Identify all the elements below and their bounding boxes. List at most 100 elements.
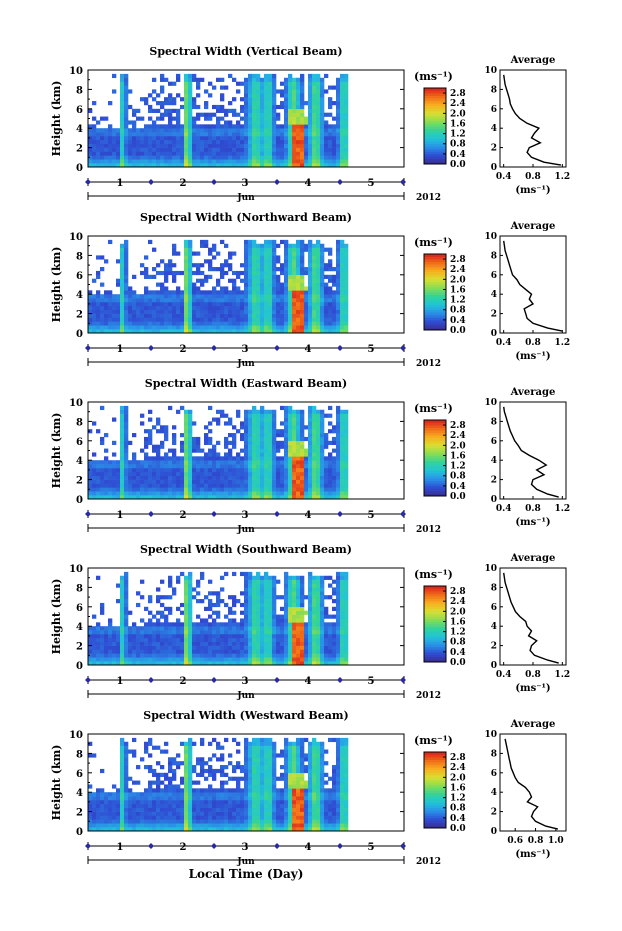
heatmap-cell [264, 433, 269, 438]
heatmap-cell [328, 128, 333, 133]
heatmap-cell [160, 440, 165, 445]
heatmap-cell [260, 471, 265, 477]
heatmap-cell [268, 101, 273, 106]
heatmap-cell [192, 467, 197, 473]
heatmap-cell [168, 309, 173, 314]
heatmap-cell [304, 301, 309, 307]
heatmap-cell [168, 132, 173, 137]
heatmap-cell [220, 309, 225, 314]
heatmap-cell [96, 630, 101, 635]
heatmap-cell [120, 440, 125, 445]
heatmap-cell [156, 151, 161, 156]
heatmap-cell [120, 294, 125, 299]
heatmap-cell [176, 147, 181, 152]
heatmap-cell [280, 637, 285, 643]
heatmap-cell [336, 305, 341, 311]
heatmap-cell [264, 81, 269, 86]
y-tick-label: 2 [76, 144, 83, 155]
heatmap-cell [180, 637, 185, 643]
average-x-tick-label: 1.2 [554, 338, 570, 348]
heatmap-cell [272, 452, 277, 457]
heatmap-cell [252, 591, 257, 596]
heatmap-cell [216, 495, 221, 500]
heatmap-cell [196, 448, 201, 453]
heatmap-cell [268, 575, 273, 580]
heatmap-cell [168, 263, 173, 268]
colorbar-swatch [424, 148, 446, 152]
heatmap-cell [344, 243, 349, 248]
heatmap-cell [292, 294, 297, 299]
heatmap-cell [100, 301, 105, 307]
heatmap-cell [328, 274, 333, 279]
heatmap-cell [244, 657, 249, 662]
heatmap-cell [336, 448, 341, 453]
heatmap-cell [188, 483, 193, 488]
heatmap-cell [116, 653, 121, 658]
heatmap-cell [124, 630, 129, 635]
heatmap-cell [108, 309, 113, 314]
heatmap-cell [268, 321, 273, 326]
y-tick-label: 10 [69, 398, 83, 409]
heatmap-cell [320, 444, 325, 449]
heatmap-cell [336, 151, 341, 156]
heatmap-cell [208, 112, 213, 117]
heatmap-cell [216, 471, 221, 477]
heatmap-cell [124, 305, 129, 311]
heatmap-cell [200, 159, 205, 164]
heatmap-cell [196, 491, 201, 496]
heatmap-cell [344, 73, 349, 79]
heatmap-cell [240, 637, 245, 643]
average-y-tick-label: 10 [484, 398, 497, 408]
heatmap-cell [320, 471, 325, 477]
heatmap-cell [236, 479, 241, 484]
heatmap-cell [260, 630, 265, 635]
heatmap-cell [88, 487, 93, 492]
heatmap-cell [292, 456, 297, 461]
heatmap-cell [164, 606, 169, 611]
heatmap-cell [220, 270, 225, 276]
heatmap-cell [316, 661, 321, 666]
heatmap-cell [168, 483, 173, 488]
heatmap-cell [180, 491, 185, 496]
heatmap-cell [264, 456, 269, 461]
heatmap-cell [88, 294, 93, 299]
heatmap-cell [196, 298, 201, 303]
heatmap-cell [120, 487, 125, 492]
heatmap-cell [328, 112, 333, 117]
heatmap-cell [344, 97, 349, 102]
heatmap-cell [288, 298, 293, 303]
heatmap-cell [196, 475, 201, 480]
heatmap-cell [308, 251, 313, 256]
heatmap-cell [344, 452, 349, 457]
heatmap-cell [276, 633, 281, 639]
heatmap-cell [340, 460, 345, 465]
heatmap-cell [308, 263, 313, 268]
heatmap-cell [308, 139, 313, 145]
heatmap-cell [320, 278, 325, 283]
heatmap-cell [228, 132, 233, 137]
heatmap-cell [132, 143, 137, 148]
heatmap-cell [320, 325, 325, 330]
heatmap-cell [196, 630, 201, 635]
colorbar-swatch [424, 493, 446, 497]
heatmap-cell [108, 317, 113, 322]
heatmap-cell [336, 321, 341, 326]
heatmap-cell [288, 436, 293, 442]
heatmap-cell [256, 120, 261, 125]
heatmap-cell [312, 135, 317, 141]
heatmap-cell [216, 155, 221, 160]
heatmap-cell [256, 73, 261, 79]
heatmap-cell [168, 456, 173, 461]
heatmap-cell [296, 85, 301, 90]
heatmap-cell [244, 85, 249, 90]
heatmap-cell [308, 151, 313, 156]
heatmap-cell [252, 405, 257, 411]
heatmap-cell [288, 259, 293, 264]
heatmap-cell [340, 444, 345, 449]
heatmap-cell [264, 495, 269, 500]
heatmap-cell [284, 637, 289, 643]
heatmap-cell [152, 151, 157, 156]
average-x-label: (ms⁻¹) [515, 517, 550, 528]
heatmap-cell [292, 645, 297, 650]
heatmap-cell [104, 309, 109, 314]
